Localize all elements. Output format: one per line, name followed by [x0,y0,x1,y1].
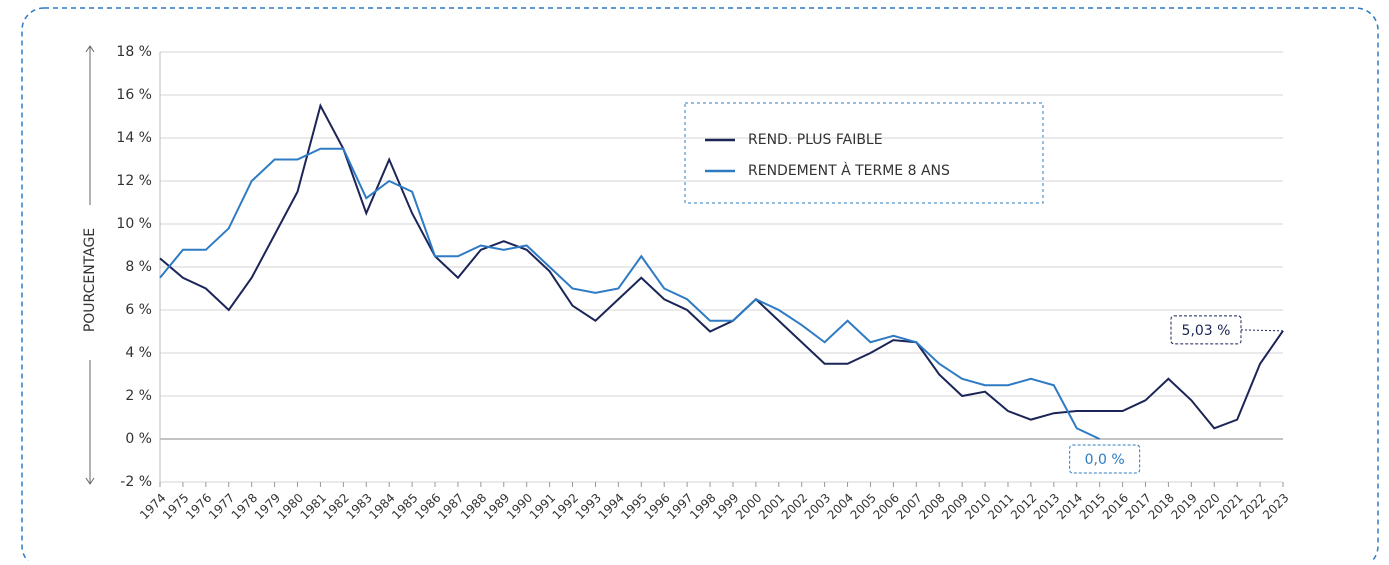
annotation-box [1069,444,1141,474]
y-tick-label: 14 % [116,130,152,146]
y-tick-label: -2 % [120,474,152,490]
legend-box [684,102,1044,204]
y-tick-label: 4 % [125,345,152,361]
series-line [159,103,1284,430]
series-line [159,147,1101,440]
annotation: 0,0 % [1085,452,1125,468]
y-axis-label: POURCENTAGE [82,228,98,332]
y-tick-label: 12 % [116,173,152,189]
annotation-leader [1240,329,1284,332]
y-tick-label: 2 % [125,388,152,404]
y-tick-label: 0 % [125,431,152,447]
legend-label: RENDEMENT À TERME 8 ANS [748,162,950,179]
y-tick-label: 8 % [125,259,152,275]
y-tick-label: 10 % [116,216,152,232]
legend-label: REND. PLUS FAIBLE [748,132,883,148]
annotation-box [1170,315,1242,345]
arrow-head [85,45,95,485]
frame [21,7,1379,565]
annotation: 5,03 % [1182,323,1231,339]
y-tick-label: 6 % [125,302,152,318]
x-tick-label: 2023 [1260,491,1291,522]
y-tick-label: 16 % [116,87,152,103]
y-tick-label: 18 % [116,44,152,60]
